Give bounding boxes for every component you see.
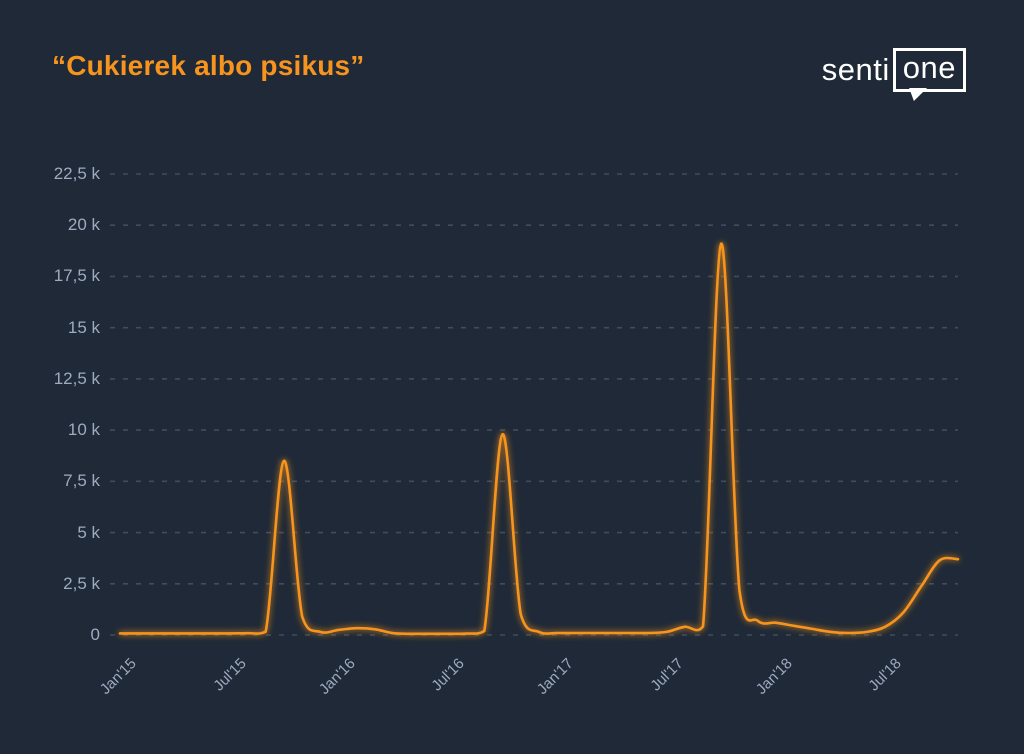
y-tick-label: 2,5 k: [63, 573, 100, 593]
y-tick-label: 15 k: [67, 317, 100, 337]
sentione-logo: senti one: [821, 48, 966, 101]
logo-text-senti: senti: [821, 51, 890, 87]
gridlines: [110, 173, 958, 636]
y-tick-label: 0: [90, 625, 100, 644]
series-line: [118, 242, 960, 636]
y-tick-label: 17,5 k: [53, 266, 100, 286]
y-tick-label: 22,5 k: [53, 164, 100, 183]
y-tick-label: 12,5 k: [53, 368, 100, 388]
y-tick-label: 7,5 k: [63, 471, 100, 491]
y-tick-label: 10 k: [67, 420, 100, 440]
page-title: “Cukierek albo psikus”: [52, 50, 365, 81]
y-tick-label: 20 k: [67, 215, 100, 235]
logo-speech-bubble: one: [892, 48, 966, 101]
logo-text-one: one: [902, 50, 956, 85]
y-tick-label: 5 k: [77, 522, 100, 542]
